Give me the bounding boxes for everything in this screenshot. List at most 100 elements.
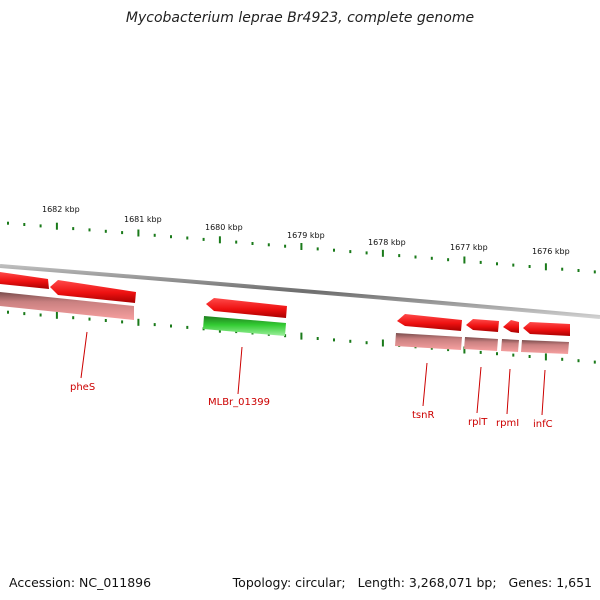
gene-arrow[interactable] <box>0 272 49 289</box>
minor-tick <box>316 337 319 340</box>
genes-count-label: Genes: 1,651 <box>508 575 592 590</box>
minor-tick <box>447 348 450 352</box>
minor-tick <box>104 319 107 322</box>
major-tick <box>55 222 58 230</box>
minor-tick <box>528 355 531 358</box>
minor-tick <box>398 254 401 258</box>
minor-tick <box>333 338 335 342</box>
kbp-label: 1676 kbp <box>532 247 570 256</box>
minor-tick <box>284 334 287 338</box>
cds-block-mlbr01399[interactable] <box>203 316 286 336</box>
minor-tick <box>365 251 368 255</box>
minor-tick <box>121 320 124 324</box>
gene-label-tsnr[interactable]: tsnR <box>412 410 434 421</box>
minor-tick <box>23 312 26 316</box>
minor-tick <box>170 324 172 328</box>
major-tick <box>463 346 466 354</box>
minor-tick <box>593 360 596 364</box>
minor-tick <box>349 339 352 343</box>
minor-tick <box>267 243 270 247</box>
minor-tick <box>496 352 498 356</box>
kbp-label: 1678 kbp <box>368 238 406 247</box>
topology-label: Topology: circular; <box>232 575 346 590</box>
minor-tick <box>577 269 580 272</box>
major-tick <box>381 339 384 347</box>
gene-arrow-mlbr01399[interactable] <box>206 298 287 318</box>
gene-leader-lines <box>80 331 546 416</box>
minor-tick <box>577 359 580 363</box>
upper-tick-row <box>7 221 596 274</box>
gene-label-mlbr01399[interactable]: MLBr_01399 <box>208 397 270 408</box>
minor-tick <box>365 341 368 345</box>
major-tick <box>544 263 547 271</box>
minor-tick <box>479 350 482 354</box>
gene-arrow-tsnr[interactable] <box>397 314 462 331</box>
gene-features-reverse <box>0 292 569 354</box>
minor-tick <box>72 316 75 320</box>
major-tick <box>463 256 466 264</box>
minor-tick <box>496 262 498 266</box>
minor-tick <box>104 229 107 233</box>
major-tick <box>218 236 221 244</box>
major-tick <box>137 229 140 237</box>
minor-tick <box>447 258 450 262</box>
gene-arrow-rpmi[interactable] <box>503 320 519 333</box>
map-title: Mycobacterium leprae Br4923, complete ge… <box>125 10 475 26</box>
gene-arrow-infc[interactable] <box>523 322 570 336</box>
gene-features-forward <box>0 272 570 336</box>
minor-tick <box>479 260 482 264</box>
cds-block[interactable] <box>0 292 134 320</box>
major-tick <box>544 353 547 361</box>
minor-tick <box>284 244 287 248</box>
minor-tick <box>561 267 564 271</box>
minor-tick <box>153 323 156 327</box>
genome-stats: Topology: circular; Length: 3,268,071 bp… <box>233 575 592 590</box>
lower-tick-row <box>7 310 596 364</box>
gene-labels: pheS MLBr_01399 tsnR rplT rpmI infC <box>70 382 553 430</box>
major-tick <box>55 311 58 319</box>
gene-arrow-rplt[interactable] <box>466 319 499 332</box>
kbp-label: 1680 kbp <box>205 223 243 232</box>
minor-tick <box>333 248 335 252</box>
minor-tick <box>39 224 42 228</box>
minor-tick <box>593 270 596 274</box>
minor-tick <box>23 223 26 226</box>
cds-block-rpmi[interactable] <box>501 339 519 352</box>
cds-block-infc[interactable] <box>521 340 569 354</box>
accession-label: Accession: NC_011896 <box>9 575 152 590</box>
minor-tick <box>202 237 205 241</box>
minor-tick <box>88 317 91 321</box>
kbp-label: 1682 kbp <box>42 205 80 214</box>
minor-tick <box>72 227 75 231</box>
minor-tick <box>235 240 238 244</box>
gene-label-rpmi[interactable]: rpmI <box>496 418 519 429</box>
minor-tick <box>251 242 254 245</box>
minor-tick <box>414 255 417 259</box>
genome-backbone <box>0 264 600 319</box>
minor-tick <box>88 228 91 232</box>
major-tick <box>137 318 140 326</box>
minor-tick <box>561 357 564 361</box>
minor-tick <box>7 221 9 225</box>
length-label: Length: 3,268,071 bp; <box>357 575 497 590</box>
kbp-label: 1677 kbp <box>450 243 488 252</box>
gene-label-infc[interactable]: infC <box>533 419 553 430</box>
gene-label-rplt[interactable]: rplT <box>468 417 488 428</box>
minor-tick <box>39 313 42 317</box>
cds-block-tsnr[interactable] <box>395 333 462 350</box>
major-tick <box>300 332 303 340</box>
minor-tick <box>349 250 352 254</box>
minor-tick <box>170 235 172 239</box>
gene-label-phes[interactable]: pheS <box>70 382 95 393</box>
minor-tick <box>186 236 189 240</box>
minor-tick <box>512 353 515 357</box>
kbp-label: 1681 kbp <box>124 215 162 224</box>
major-tick <box>300 243 303 250</box>
kbp-label: 1679 kbp <box>287 231 325 240</box>
gene-arrow-phes[interactable] <box>50 280 136 303</box>
minor-tick <box>512 263 515 267</box>
kbp-labels: 1682 kbp 1681 kbp 1680 kbp 1679 kbp 1678… <box>42 205 570 256</box>
minor-tick <box>7 310 9 314</box>
cds-block-rplt[interactable] <box>464 337 498 351</box>
